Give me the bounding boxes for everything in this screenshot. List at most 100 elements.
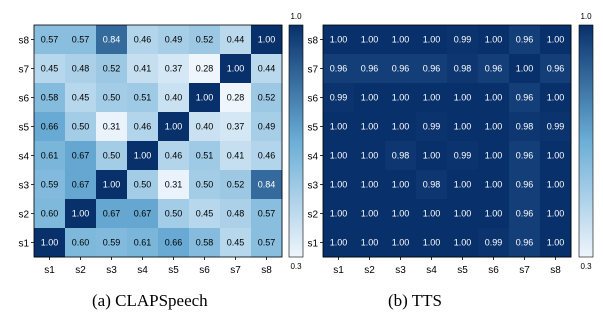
caption-clapspeech: (a) CLAPSpeech bbox=[92, 291, 208, 310]
heatmap-cell bbox=[323, 25, 355, 55]
heatmap-cell bbox=[34, 83, 66, 113]
cell-value-label: 0.98 bbox=[392, 151, 410, 161]
heatmap-cell bbox=[385, 170, 417, 200]
cell-value-label: 0.52 bbox=[196, 35, 214, 45]
heatmap-cell bbox=[354, 170, 386, 200]
heatmap-cell bbox=[251, 83, 283, 113]
x-tick-label: s5 bbox=[457, 265, 468, 276]
heatmap-cell bbox=[158, 170, 190, 200]
cell-value-label: 0.48 bbox=[227, 209, 245, 219]
cell-value-label: 0.50 bbox=[103, 151, 121, 161]
cell-value-label: 1.00 bbox=[547, 238, 565, 248]
heatmap-cell bbox=[540, 112, 572, 142]
cell-value-label: 1.00 bbox=[361, 209, 379, 219]
heatmap-cell bbox=[220, 25, 252, 55]
cell-value-label: 0.67 bbox=[72, 180, 90, 190]
cell-value-label: 1.00 bbox=[423, 35, 441, 45]
y-tick-label: s2 bbox=[18, 210, 29, 221]
plot-frame bbox=[33, 24, 283, 258]
y-tick-label: s2 bbox=[307, 210, 318, 221]
cell-value-label: 1.00 bbox=[423, 238, 441, 248]
colorbar-min-label: 0.3 bbox=[580, 262, 592, 271]
y-tick-label: s1 bbox=[18, 239, 29, 250]
cell-value-label: 0.58 bbox=[41, 93, 59, 103]
cell-value-label: 1.00 bbox=[361, 122, 379, 132]
heatmap-cell bbox=[65, 25, 97, 55]
heatmap-cell bbox=[158, 112, 190, 142]
y-tick-label: s8 bbox=[307, 36, 318, 47]
y-tick-label: s7 bbox=[18, 65, 29, 76]
cell-value-label: 1.00 bbox=[454, 238, 472, 248]
heatmap-cell bbox=[416, 112, 448, 142]
cell-value-label: 0.96 bbox=[516, 209, 534, 219]
x-tick-label: s2 bbox=[75, 265, 86, 276]
heatmap-cell bbox=[127, 83, 159, 113]
heatmap-cell bbox=[447, 112, 479, 142]
cell-value-label: 0.96 bbox=[516, 93, 534, 103]
cell-value-label: 0.96 bbox=[547, 64, 565, 74]
cell-value-label: 0.31 bbox=[103, 122, 121, 132]
cell-value-label: 1.00 bbox=[330, 122, 348, 132]
cell-value-label: 0.31 bbox=[165, 180, 183, 190]
colorbar bbox=[288, 24, 304, 258]
heatmap-cell bbox=[220, 83, 252, 113]
heatmap-cell bbox=[34, 54, 66, 84]
heatmap-cell bbox=[220, 54, 252, 84]
cell-value-label: 0.96 bbox=[516, 180, 534, 190]
cell-value-label: 0.99 bbox=[423, 122, 441, 132]
heatmap-cell bbox=[251, 228, 283, 258]
heatmap-cell bbox=[354, 141, 386, 171]
heatmap-cell bbox=[416, 54, 448, 84]
cell-value-label: 1.00 bbox=[330, 209, 348, 219]
cell-value-label: 0.57 bbox=[258, 238, 276, 248]
cell-value-label: 1.00 bbox=[392, 180, 410, 190]
cell-value-label: 0.50 bbox=[196, 180, 214, 190]
cell-value-label: 0.96 bbox=[516, 151, 534, 161]
cell-value-label: 0.57 bbox=[72, 35, 90, 45]
heatmap-cell bbox=[34, 25, 66, 55]
heatmap-cell bbox=[96, 141, 128, 171]
cell-value-label: 1.00 bbox=[423, 151, 441, 161]
heatmap-cell bbox=[323, 199, 355, 229]
heatmap-cell bbox=[385, 83, 417, 113]
heatmap-cell bbox=[189, 199, 221, 229]
y-tick-label: s4 bbox=[18, 152, 29, 163]
colorbar-max-label: 1.0 bbox=[580, 12, 592, 21]
heatmap-cell bbox=[127, 54, 159, 84]
heatmap-cell bbox=[34, 199, 66, 229]
cell-value-label: 1.00 bbox=[547, 209, 565, 219]
cell-value-label: 1.00 bbox=[330, 35, 348, 45]
cell-value-label: 0.99 bbox=[454, 151, 472, 161]
cell-value-label: 0.96 bbox=[330, 64, 348, 74]
heatmap-cell bbox=[354, 83, 386, 113]
heatmap-cell bbox=[416, 83, 448, 113]
cell-value-label: 0.49 bbox=[165, 35, 183, 45]
heatmap-cell bbox=[158, 228, 190, 258]
heatmap-cell bbox=[447, 170, 479, 200]
heatmap-cell bbox=[478, 228, 510, 258]
heatmap-cell bbox=[65, 83, 97, 113]
cell-value-label: 1.00 bbox=[361, 180, 379, 190]
cell-value-label: 0.96 bbox=[516, 238, 534, 248]
cell-value-label: 1.00 bbox=[361, 35, 379, 45]
heatmap-cell bbox=[416, 228, 448, 258]
x-tick-label: s1 bbox=[44, 265, 55, 276]
cell-value-label: 1.00 bbox=[485, 93, 503, 103]
cell-value-label: 0.37 bbox=[227, 122, 245, 132]
heatmap-cell bbox=[127, 141, 159, 171]
heatmap-cell bbox=[127, 25, 159, 55]
cell-value-label: 1.00 bbox=[227, 64, 245, 74]
y-tick-label: s3 bbox=[307, 181, 318, 192]
cell-value-label: 0.60 bbox=[41, 209, 59, 219]
cell-value-label: 0.50 bbox=[134, 180, 152, 190]
cell-value-label: 0.96 bbox=[516, 35, 534, 45]
cell-value-label: 1.00 bbox=[547, 180, 565, 190]
cell-value-label: 0.67 bbox=[72, 151, 90, 161]
cell-value-label: 1.00 bbox=[485, 151, 503, 161]
heatmap-cell bbox=[323, 54, 355, 84]
cell-value-label: 0.98 bbox=[423, 180, 441, 190]
heatmap-cell bbox=[478, 112, 510, 142]
heatmap-cell bbox=[478, 25, 510, 55]
cell-value-label: 0.57 bbox=[258, 209, 276, 219]
cell-value-label: 1.00 bbox=[392, 209, 410, 219]
